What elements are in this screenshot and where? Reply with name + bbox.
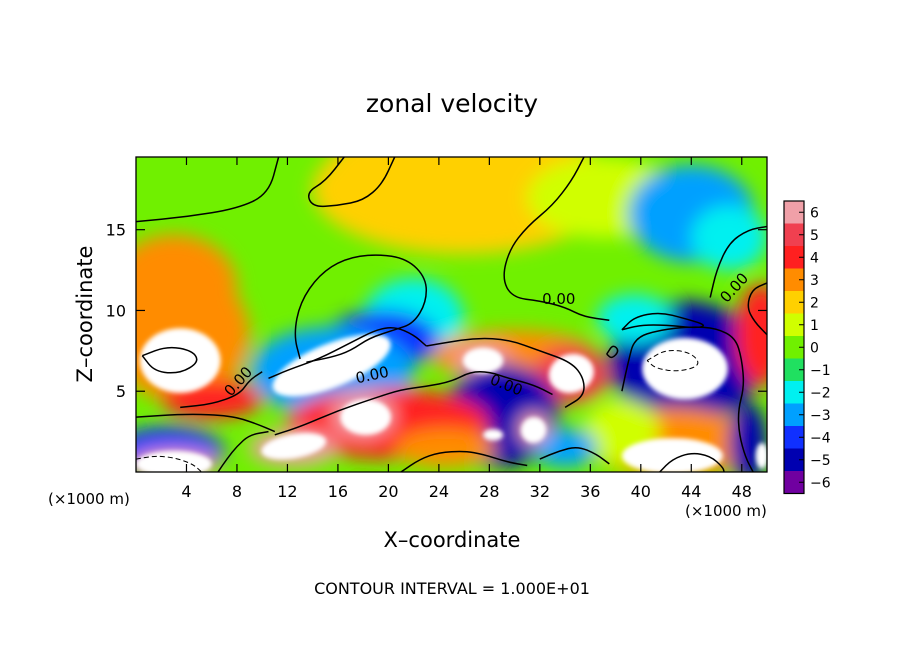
colorbar-swatch xyxy=(784,201,804,224)
x-tick-label: 12 xyxy=(277,482,297,501)
contour-line-zero xyxy=(747,282,767,336)
y-tick-label: 5 xyxy=(116,382,126,401)
contour-line-zero xyxy=(217,430,269,472)
contour-line-zero xyxy=(307,157,396,208)
contour-line-zero xyxy=(621,326,754,472)
contour-line-zero xyxy=(503,157,610,321)
saturated-patch xyxy=(139,328,221,393)
contour-interval-note: CONTOUR INTERVAL = 1.000E+01 xyxy=(314,579,590,598)
colorbar-tick-label: −2 xyxy=(810,385,831,401)
contour-line-zero xyxy=(709,225,767,298)
colorbar-tick-label: 0 xyxy=(810,340,819,356)
colorbar-tick-label: 3 xyxy=(810,273,819,289)
x-tick-label: 4 xyxy=(181,482,191,501)
x-tick-label: 28 xyxy=(479,482,499,501)
colorbar-swatch xyxy=(784,313,804,337)
saturated-patch xyxy=(340,399,391,435)
plot-frame xyxy=(135,156,768,473)
contour-line-zero xyxy=(268,327,427,379)
saturated-patch xyxy=(261,432,327,460)
saturated-patch xyxy=(136,451,212,472)
chart-title: zonal velocity xyxy=(366,89,538,118)
saturated-patch xyxy=(520,417,547,443)
colorbar-tick-label: 1 xyxy=(810,318,819,334)
colorbar-swatch xyxy=(784,246,804,269)
contour-line-zero xyxy=(136,413,276,433)
x-tick-label: 20 xyxy=(378,482,398,501)
x-axis-unit-left: (×1000 m) xyxy=(48,490,130,508)
contour-line-negative xyxy=(136,455,202,472)
saturated-patch xyxy=(548,353,594,394)
colorbar-swatch xyxy=(784,426,804,449)
x-tick-label: 16 xyxy=(328,482,348,501)
colorbar-tick-label: −1 xyxy=(810,363,831,379)
y-axis-label: Z–coordinate xyxy=(73,246,97,383)
field-saturated-layer xyxy=(136,328,767,472)
x-axis-ticks: 4 8 12 16 20 24 28 32 36 40 44 48 xyxy=(181,157,752,501)
colorbar-tick-label: −4 xyxy=(810,430,831,446)
contour-lines xyxy=(136,157,767,472)
field-blob xyxy=(325,157,452,214)
contour-line-negative xyxy=(646,349,699,372)
colorbar-swatch xyxy=(784,403,804,427)
colorbar-swatch xyxy=(784,358,804,382)
x-axis-label: X–coordinate xyxy=(384,528,521,552)
heatmap-field xyxy=(136,157,767,472)
colorbar-tick-label: −6 xyxy=(810,475,831,491)
x-tick-label: 24 xyxy=(429,482,449,501)
saturated-patch xyxy=(272,334,391,397)
contour-line-zero xyxy=(294,254,428,363)
contour-label: 0.00 xyxy=(542,290,575,308)
contour-line-zero xyxy=(621,312,705,331)
contour-line-zero xyxy=(180,371,263,409)
contour-line-zero xyxy=(274,371,553,436)
field-blob xyxy=(394,428,496,468)
y-axis-ticks: 5 10 15 xyxy=(106,221,767,401)
contour-line-zero xyxy=(606,345,619,359)
x-tick-label: 40 xyxy=(631,482,651,501)
colorbar-tick-label: 6 xyxy=(810,205,819,221)
field-blob xyxy=(735,283,767,387)
colorbar-tick-label: −5 xyxy=(810,453,831,469)
contour-line-zero xyxy=(659,452,725,472)
colorbar-swatch xyxy=(784,291,804,314)
saturated-patch xyxy=(642,337,728,400)
colorbar-tick-label: −3 xyxy=(810,408,831,424)
colorbar-swatch xyxy=(784,223,804,247)
colorbar-swatch xyxy=(784,471,804,494)
x-tick-label: 44 xyxy=(681,482,701,501)
saturated-patch xyxy=(621,438,723,472)
x-tick-label: 36 xyxy=(580,482,600,501)
contour-line-zero xyxy=(426,337,585,409)
field-blob xyxy=(729,402,767,472)
x-axis-unit-right: (×1000 m) xyxy=(685,502,767,520)
saturated-patch xyxy=(755,442,767,469)
colorbar-swatch xyxy=(784,448,804,472)
contour-line-zero xyxy=(141,346,198,374)
colorbar-tick-label: 4 xyxy=(810,250,819,266)
saturated-patch xyxy=(483,429,504,441)
contour-line-zero xyxy=(539,446,610,465)
colorbar-tick-label: 5 xyxy=(810,228,819,244)
contour-line-zero xyxy=(136,157,280,223)
x-tick-label: 32 xyxy=(530,482,550,501)
colorbar: 6 5 4 3 2 1 0 −1 −2 −3 −4 −5 −6 xyxy=(783,200,831,495)
field-blob xyxy=(136,234,237,338)
contour-line-zero xyxy=(400,450,528,472)
field-blob xyxy=(533,428,597,468)
colorbar-swatch xyxy=(784,381,804,404)
colorbar-tick-label: 2 xyxy=(810,295,819,311)
field-blob xyxy=(691,205,767,271)
y-tick-label: 15 xyxy=(106,221,126,240)
x-tick-label: 8 xyxy=(232,482,242,501)
colorbar-swatch xyxy=(784,268,804,292)
y-tick-label: 10 xyxy=(106,301,126,320)
colorbar-swatch xyxy=(784,336,804,359)
saturated-patch xyxy=(462,347,504,374)
x-tick-label: 48 xyxy=(732,482,752,501)
